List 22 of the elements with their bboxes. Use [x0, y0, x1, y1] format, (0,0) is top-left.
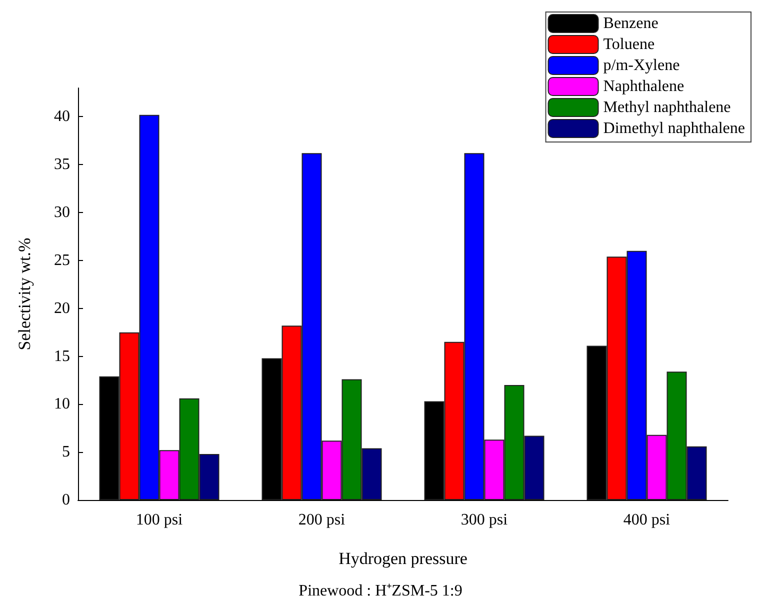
legend-label: Benzene	[603, 15, 658, 32]
y-tick-label: 20	[54, 300, 70, 317]
y-tick-label: 35	[54, 156, 70, 174]
legend-label: Naphthalene	[603, 78, 684, 95]
x-tick-label: 300 psi	[460, 512, 508, 528]
y-tick-label: 10	[54, 396, 70, 413]
legend-label: Toluene	[603, 36, 655, 53]
x-tick-label: 100 psi	[136, 512, 184, 528]
legend-label: p/m-Xylene	[603, 57, 680, 74]
legend-label: Methyl naphthalene	[603, 99, 731, 116]
legend-label: Dimethyl naphthalene	[603, 120, 745, 137]
y-tick-label: 30	[54, 204, 70, 222]
y-tick-label: 15	[54, 348, 70, 365]
x-axis-title: Hydrogen pressure	[338, 549, 468, 568]
y-tick-label: 5	[62, 444, 70, 461]
y-tick-label: 40	[54, 108, 70, 126]
text: Pinewood : H⁺ZSM-5 1:9	[298, 582, 462, 600]
y-tick-label: 0	[62, 492, 70, 508]
x-tick-label: 400 psi	[623, 512, 671, 528]
y-axis-title: Selectivity wt.%	[15, 238, 34, 350]
x-tick-label: 200 psi	[298, 512, 346, 528]
y-tick-label: 25	[54, 252, 70, 269]
